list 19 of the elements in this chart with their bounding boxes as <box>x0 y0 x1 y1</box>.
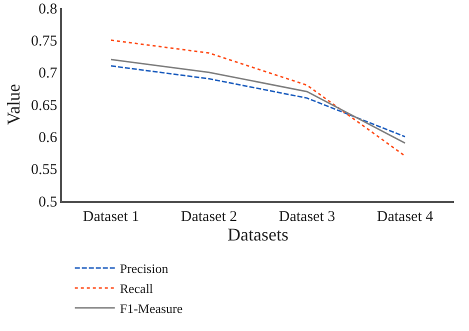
legend-label: Precision <box>120 261 169 276</box>
x-tick-label: Dataset 3 <box>278 208 336 225</box>
line-series <box>110 58 406 144</box>
y-tick-label: 0.65 <box>31 98 58 114</box>
y-tick-label: 0.8 <box>38 1 58 18</box>
x-tick-label: Dataset 4 <box>376 208 434 225</box>
y-tick-label: 0.55 <box>31 162 58 178</box>
y-tick-label: 0.7 <box>38 66 58 82</box>
y-tick-label: 0.5 <box>38 194 58 210</box>
y-axis-title: Value <box>4 84 24 125</box>
x-tick-label: Dataset 2 <box>180 208 238 225</box>
legend-label: Recall <box>120 281 154 296</box>
y-tick-label: 0.6 <box>38 130 58 146</box>
line-series <box>110 39 406 157</box>
x-tick-label: Dataset 1 <box>82 208 140 225</box>
legend-label: F1-Measure <box>120 300 183 316</box>
y-tick-label: 0.75 <box>31 33 58 50</box>
x-axis-title: Datasets <box>228 224 288 245</box>
line-series <box>110 65 406 138</box>
